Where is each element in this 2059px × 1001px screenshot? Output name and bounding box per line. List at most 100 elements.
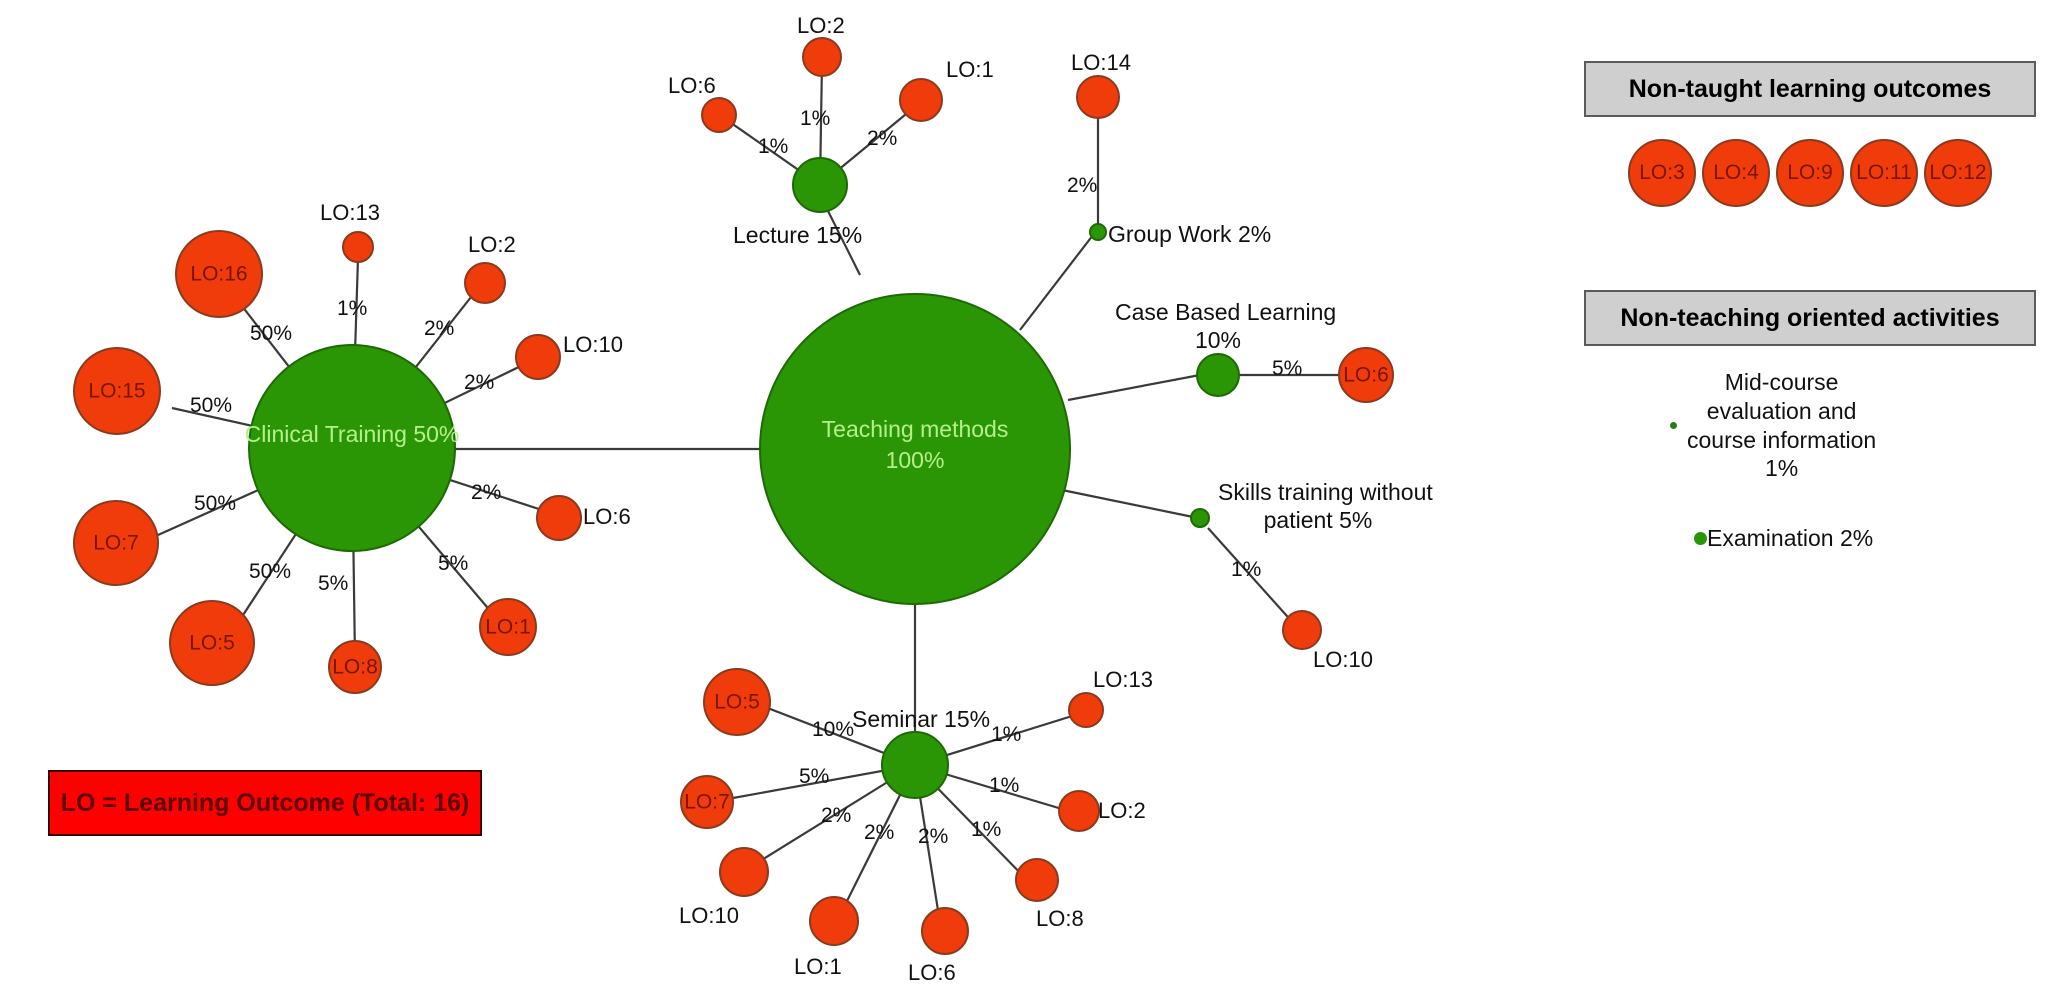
node-teaching-methods[interactable] [759, 293, 1071, 605]
node-lo[interactable] [515, 334, 561, 380]
node-lo-label: LO:1 [485, 616, 531, 639]
edge-label-pct: 2% [424, 317, 454, 340]
node-lo-label: LO:2 [468, 232, 516, 257]
node-teaching-methods-label-line2: 100% [886, 447, 945, 473]
node-group-work-label: Group Work 2% [1108, 221, 1271, 247]
node-lo-label: LO:6 [668, 73, 716, 98]
node-lo[interactable] [680, 775, 734, 829]
lecture-outcomes-layer: LO:6 1% LO:2 1% LO:1 2% [668, 13, 994, 158]
edge-label-pct: 10% [812, 718, 854, 741]
node-lo[interactable] [1058, 790, 1100, 832]
node-lo-label: LO:10 [563, 332, 623, 357]
edge-hub-groupwork [1019, 234, 1094, 331]
edge-label-pct: 5% [1272, 357, 1302, 380]
node-lo-label: LO:2 [797, 13, 845, 38]
node-group-work[interactable] [1089, 223, 1107, 241]
node-lo-label: LO:14 [1071, 50, 1131, 75]
node-lo[interactable] [802, 37, 842, 77]
node-seminar-label: Seminar 15% [852, 706, 990, 732]
node-lo[interactable] [342, 231, 374, 263]
edge-hub-skills [1061, 488, 1199, 520]
activity-midcourse-label: Mid-course evaluation and course informa… [1687, 368, 1876, 483]
node-lo[interactable] [169, 600, 255, 686]
node-lo-label: LO:6 [583, 504, 631, 529]
node-lo[interactable] [719, 847, 769, 897]
node-seminar[interactable] [881, 731, 949, 799]
node-lo[interactable] [1068, 692, 1104, 728]
edge-label-pct: 1% [971, 818, 1001, 841]
node-lo-label: LO:7 [93, 532, 139, 555]
node-lo[interactable] [1338, 347, 1394, 403]
node-lo[interactable] [464, 262, 506, 304]
activity-midcourse-line2: evaluation and [1706, 397, 1857, 424]
edge-hub-cbl [1067, 373, 1201, 402]
edge-label-pct: 50% [190, 394, 232, 417]
non-taught-panel-title: Non-taught learning outcomes [1584, 61, 2036, 117]
edge-label-pct: 2% [1067, 174, 1097, 197]
non-taught-lo-chip[interactable]: LO:11 [1850, 139, 1918, 207]
edge-label-pct: 50% [194, 492, 236, 515]
node-lo[interactable] [73, 347, 161, 435]
node-lo[interactable] [921, 907, 969, 955]
edge-label-pct: 2% [464, 371, 494, 394]
non-taught-lo-chip[interactable]: LO:12 [1924, 139, 1992, 207]
node-lo[interactable] [536, 495, 582, 541]
cbl-outcomes-layer: LO:6 5% [1272, 347, 1394, 403]
node-lo-label: LO:5 [714, 691, 760, 714]
non-taught-panel: Non-taught learning outcomes LO:3 LO:4 L… [1584, 61, 2036, 207]
node-lo[interactable] [175, 230, 263, 318]
skills-outcomes-layer: LO:10 1% [1231, 558, 1373, 672]
node-skills-training[interactable] [1190, 508, 1210, 528]
edge-label-pct: 50% [250, 322, 292, 345]
node-lo[interactable] [703, 668, 771, 736]
node-lo-label: LO:1 [946, 57, 994, 82]
node-lecture-label: Lecture 15% [733, 222, 862, 248]
clinical-outcomes-layer: LO:16 50% LO:15 50% LO:7 50% LO:5 50% LO… [73, 200, 631, 694]
node-case-based-learning[interactable] [1196, 353, 1240, 397]
edge-label-pct: 1% [758, 135, 788, 158]
node-lo[interactable] [1015, 858, 1059, 902]
activity-midcourse-line1: Mid-course [1724, 369, 1839, 395]
activity-dot-icon [1670, 422, 1677, 429]
node-lo[interactable] [479, 598, 537, 656]
edge-label-pct: 1% [989, 774, 1019, 797]
node-lo-label: LO:5 [189, 632, 235, 655]
non-teaching-panel: Non-teaching oriented activities Mid-cou… [1584, 290, 2036, 552]
node-lo-label: LO:6 [1343, 364, 1389, 387]
edge-label-pct: 50% [249, 560, 291, 583]
node-clinical-training[interactable] [248, 344, 456, 552]
activity-examination[interactable]: Examination 2% [1584, 525, 2036, 552]
edge-label-pct: 1% [337, 297, 367, 320]
non-taught-lo-list: LO:3 LO:4 LO:9 LO:11 LO:12 [1584, 139, 2036, 207]
activity-midcourse-line4: 1% [1764, 455, 1799, 482]
node-lo[interactable] [899, 78, 943, 122]
node-lo[interactable] [73, 500, 159, 586]
edge-label-pct: 2% [471, 481, 501, 504]
node-lo[interactable] [809, 896, 859, 946]
node-lo-label: LO:13 [1093, 667, 1153, 692]
node-lo[interactable] [1076, 75, 1120, 119]
node-lo[interactable] [1282, 610, 1322, 650]
method-nodes-layer: Teaching methods 100% Clinical Training … [245, 157, 1433, 799]
edge-label-pct: 1% [1231, 558, 1261, 581]
legend-learning-outcome-key: LO = Learning Outcome (Total: 16) [48, 770, 482, 836]
node-lecture[interactable] [792, 157, 848, 213]
node-lo-label: LO:7 [684, 791, 730, 814]
node-clinical-training-label: Clinical Training 50% [245, 421, 460, 447]
node-lo-label: LO:10 [1313, 647, 1373, 672]
activity-dot-icon [1694, 532, 1707, 545]
node-cbl-label-line2: 10% [1195, 327, 1241, 353]
non-taught-lo-chip[interactable]: LO:4 [1702, 139, 1770, 207]
non-taught-lo-chip[interactable]: LO:9 [1776, 139, 1844, 207]
edge-label-pct: 1% [991, 723, 1021, 746]
node-lo[interactable] [701, 97, 737, 133]
node-lo[interactable] [328, 640, 382, 694]
edge-label-pct: 2% [867, 127, 897, 150]
activity-midcourse-line3: course information [1687, 426, 1877, 453]
edge-label-pct: 2% [918, 825, 948, 848]
non-taught-lo-chip[interactable]: LO:3 [1628, 139, 1696, 207]
node-lo-label: LO:15 [88, 380, 145, 403]
activity-midcourse[interactable]: Mid-course evaluation and course informa… [1584, 368, 2036, 483]
edge-label-pct: 5% [438, 552, 468, 575]
